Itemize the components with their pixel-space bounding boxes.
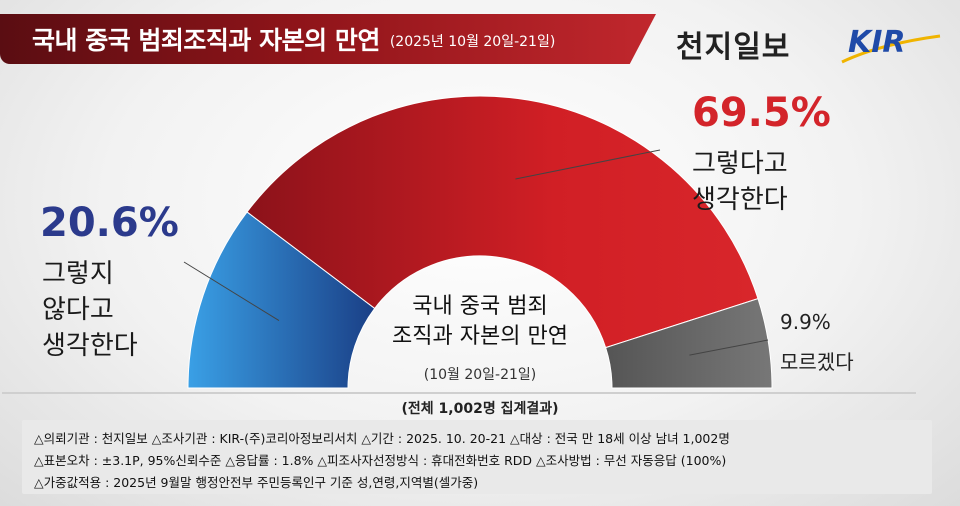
slice-no [187, 211, 376, 389]
yes-percent-label: 69.5% [692, 90, 831, 136]
logo-text: KIR [848, 25, 906, 60]
title-banner: 국내 중국 범죄조직과 자본의 만연 (2025년 10월 20일-21일) [0, 14, 656, 64]
no-label-line-2: 않다고 [42, 295, 114, 325]
center-date: (10월 20일-21일) [423, 367, 537, 383]
no-label-line-3: 생각한다 [42, 331, 138, 361]
survey-date: (2025년 10월 20일-21일) [389, 34, 556, 50]
unknown-percent-label: 9.9% [780, 310, 831, 334]
no-percent-label: 20.6% [40, 200, 179, 246]
divider [2, 392, 916, 394]
leader-unknown [689, 339, 769, 356]
info-line-1: △의뢰기관 : 천지일보 △조사기관 : KIR-(주)코리아정보리서치 △기간… [34, 431, 730, 446]
slice-unknown [605, 298, 773, 389]
center-title: 국내 중국 범죄 조직과 자본의 만연 [350, 292, 610, 352]
center-title-line-2: 조직과 자본의 만연 [392, 324, 568, 349]
no-category-label: 그렇지 않다고 생각한다 [42, 256, 138, 364]
logo-swoosh [841, 34, 941, 64]
info-line-2: △표본오차 : ±3.1P, 95%신뢰수준 △응답률 : 1.8% △피조사자… [34, 453, 727, 468]
info-line-3: △가중값적용 : 2025년 9월말 행정안전부 주민등록인구 기준 성,연령,… [34, 475, 479, 490]
yes-label-line-1: 그렇다고 [692, 149, 788, 179]
no-label-line-1: 그렇지 [42, 259, 114, 289]
unknown-category-label: 모르겠다 [780, 350, 854, 374]
brand-name: 천지일보 [676, 30, 791, 65]
yes-category-label: 그렇다고 생각한다 [692, 146, 788, 218]
kir-logo: KIR [841, 25, 941, 64]
slice-yes [246, 95, 759, 349]
center-title-line-1: 국내 중국 범죄 [412, 294, 548, 319]
chart-title: 국내 중국 범죄조직과 자본의 만연 [32, 26, 380, 55]
survey-info-box: △의뢰기관 : 천지일보 △조사기관 : KIR-(주)코리아정보리서치 △기간… [22, 420, 932, 494]
leader-no [183, 261, 280, 322]
yes-label-line-2: 생각한다 [692, 185, 788, 215]
total-respondents: (전체 1,002명 집계결과) [401, 401, 559, 417]
leader-yes [515, 149, 661, 180]
